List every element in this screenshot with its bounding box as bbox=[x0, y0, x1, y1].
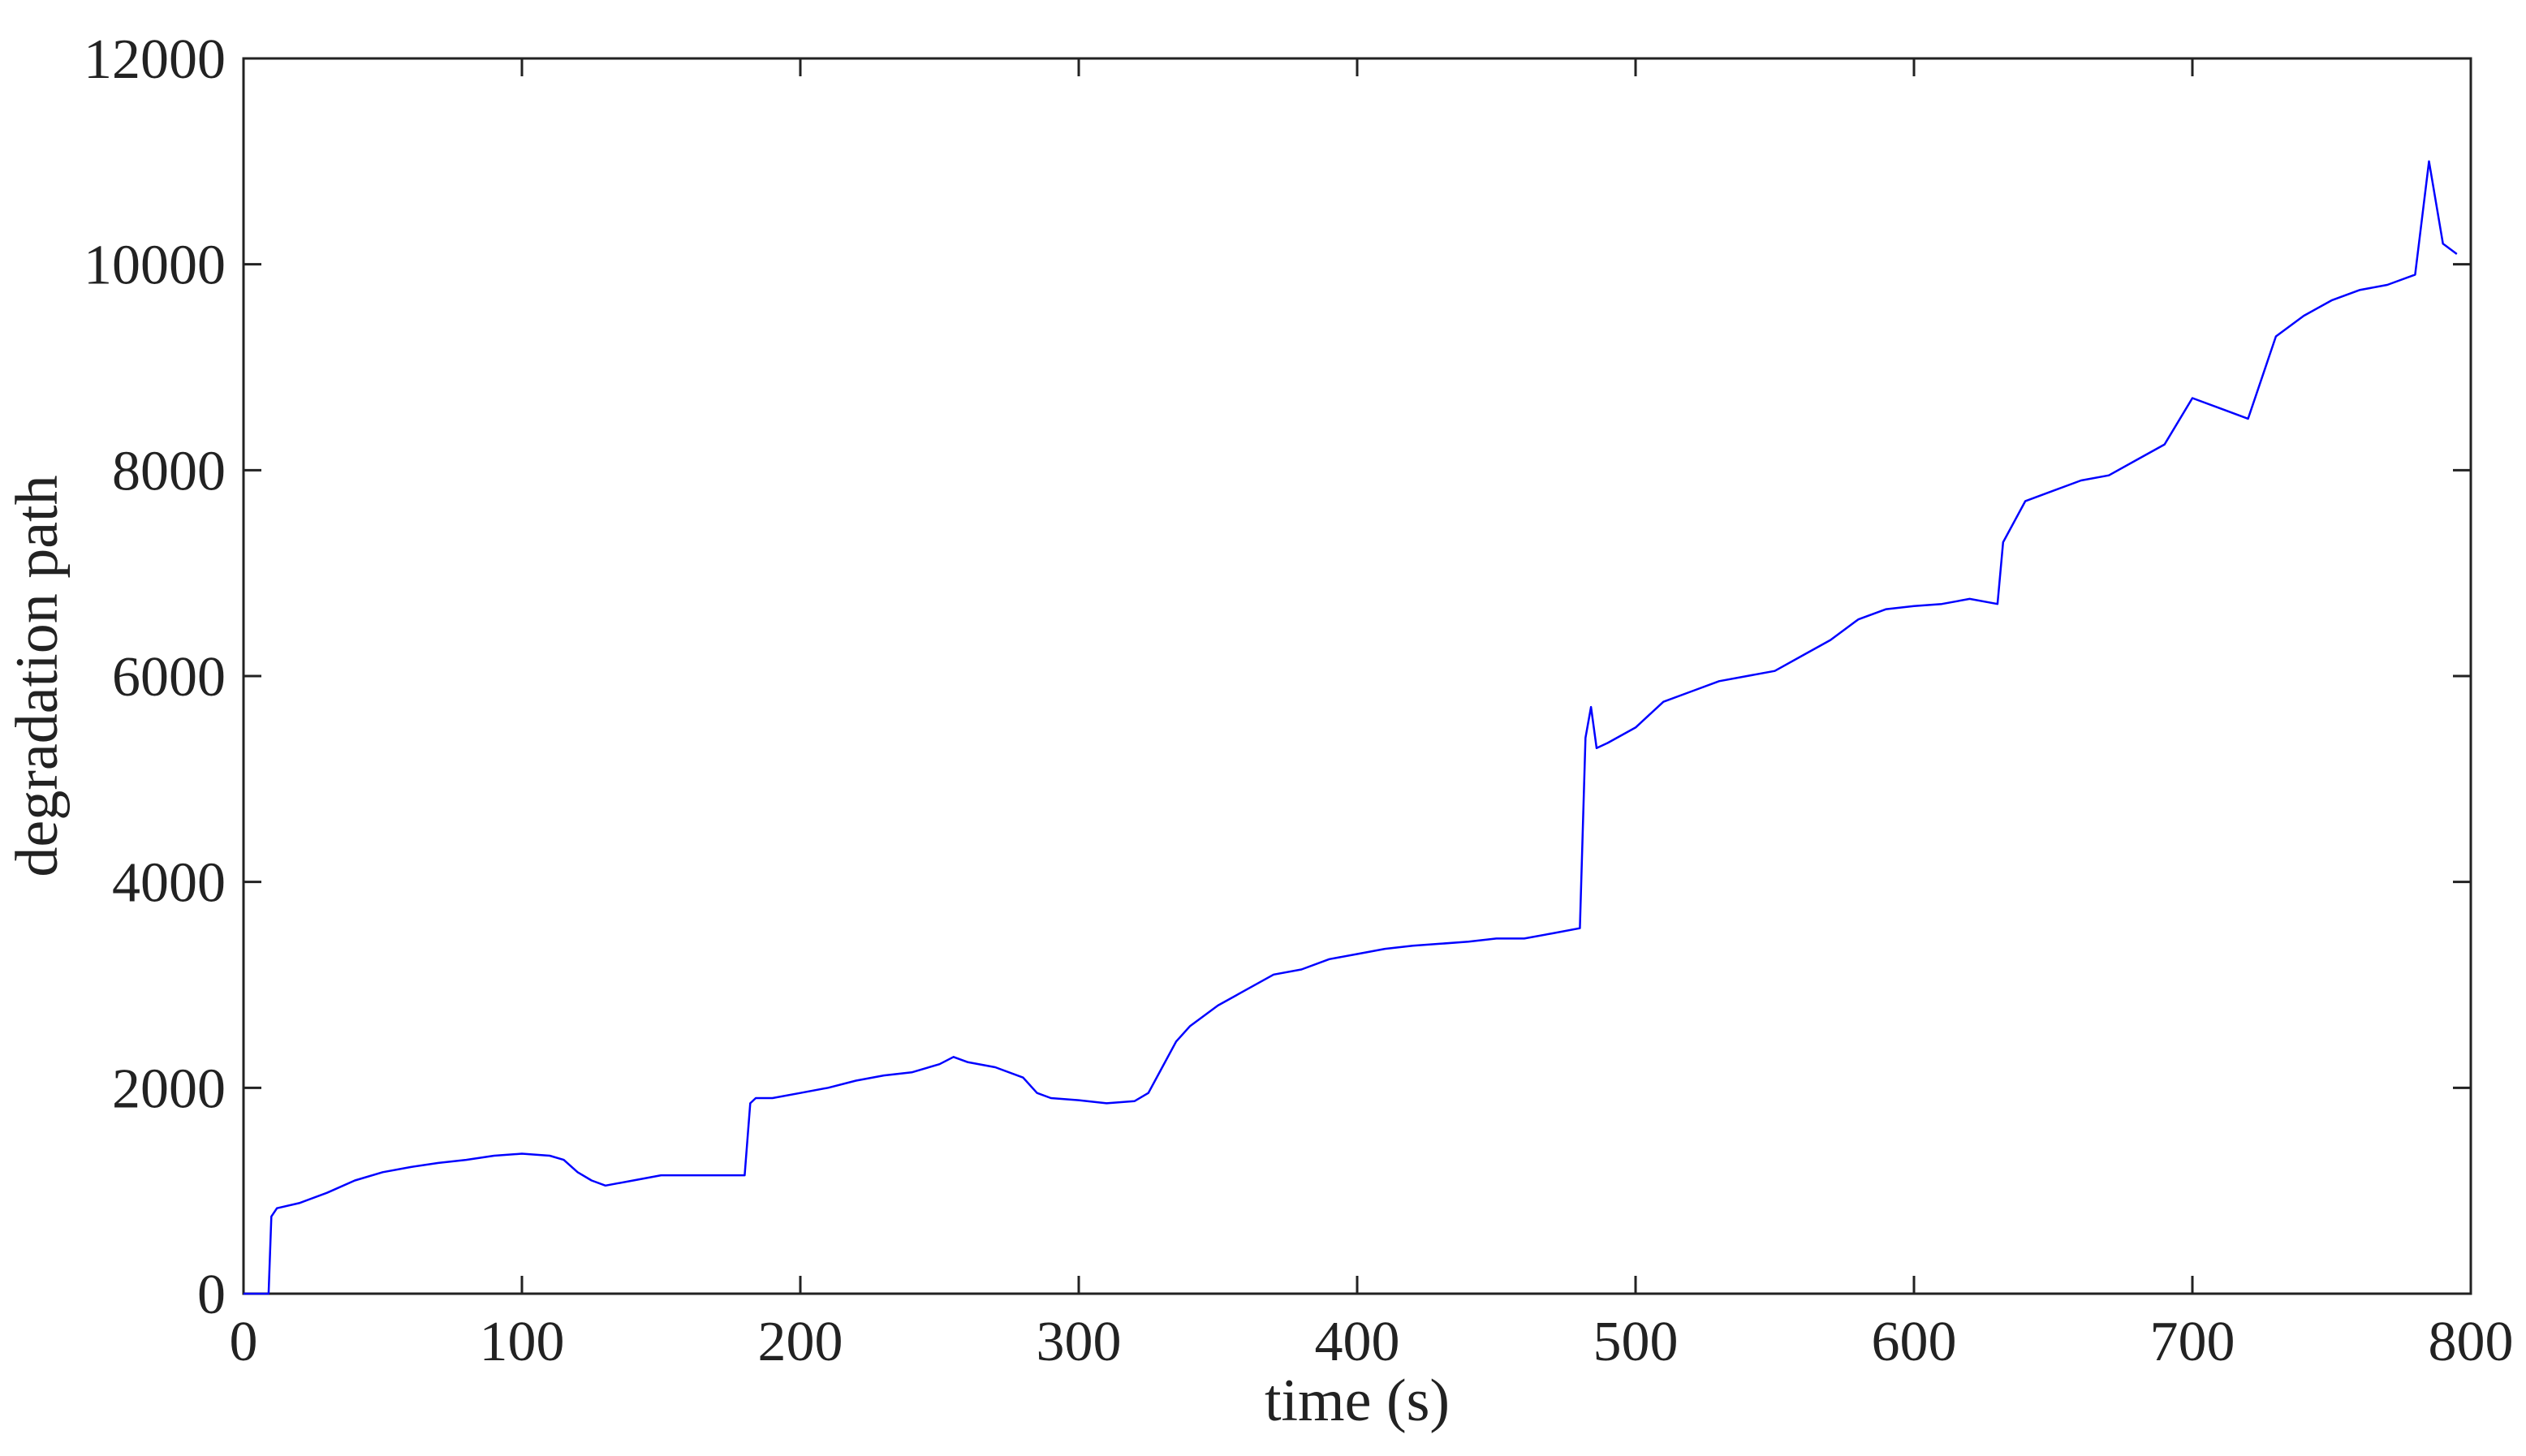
x-tick-label: 500 bbox=[1593, 1311, 1679, 1373]
y-tick-label: 6000 bbox=[112, 646, 226, 709]
y-tick-label: 0 bbox=[197, 1264, 226, 1326]
x-tick-label: 300 bbox=[1037, 1311, 1122, 1373]
x-tick-label: 0 bbox=[230, 1311, 258, 1373]
series-group bbox=[244, 160, 2458, 1295]
y-tick-labels: 0 2000 4000 6000 8000 10000 12000 bbox=[84, 28, 226, 1326]
y-tick-label: 2000 bbox=[112, 1058, 226, 1120]
y-tick-label: 8000 bbox=[112, 440, 226, 502]
y-tick-label: 10000 bbox=[84, 235, 226, 297]
axis-ticks bbox=[242, 57, 2472, 1295]
x-tick-label: 400 bbox=[1315, 1311, 1400, 1373]
x-tick-label: 200 bbox=[758, 1311, 843, 1373]
x-tick-label: 800 bbox=[2429, 1311, 2514, 1373]
x-axis-title: time (s) bbox=[1265, 1368, 1450, 1434]
x-tick-label: 600 bbox=[1872, 1311, 1957, 1373]
y-axis-title: degradation path bbox=[4, 475, 71, 877]
y-tick-label: 12000 bbox=[84, 28, 226, 91]
x-tick-label: 100 bbox=[480, 1311, 565, 1373]
x-tick-label: 700 bbox=[2150, 1311, 2235, 1373]
series-line bbox=[244, 160, 2458, 1295]
plot-frame bbox=[242, 57, 2472, 1295]
x-tick-labels: 0 100 200 300 400 500 600 700 800 bbox=[230, 1311, 2514, 1373]
y-tick-label: 4000 bbox=[112, 852, 226, 915]
